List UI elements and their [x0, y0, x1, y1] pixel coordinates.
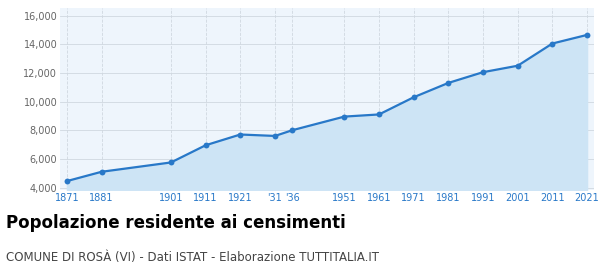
Point — [478, 70, 488, 74]
Point — [409, 95, 418, 99]
Point — [287, 128, 297, 132]
Point — [443, 81, 453, 85]
Text: Popolazione residente ai censimenti: Popolazione residente ai censimenti — [6, 214, 346, 232]
Point — [166, 160, 176, 165]
Point — [513, 64, 523, 68]
Point — [270, 134, 280, 138]
Point — [374, 112, 384, 117]
Point — [340, 114, 349, 119]
Text: COMUNE DI ROSÀ (VI) - Dati ISTAT - Elaborazione TUTTITALIA.IT: COMUNE DI ROSÀ (VI) - Dati ISTAT - Elabo… — [6, 251, 379, 263]
Point — [201, 143, 211, 148]
Point — [97, 169, 106, 174]
Point — [548, 41, 557, 46]
Point — [236, 132, 245, 137]
Point — [582, 33, 592, 37]
Point — [62, 179, 72, 183]
